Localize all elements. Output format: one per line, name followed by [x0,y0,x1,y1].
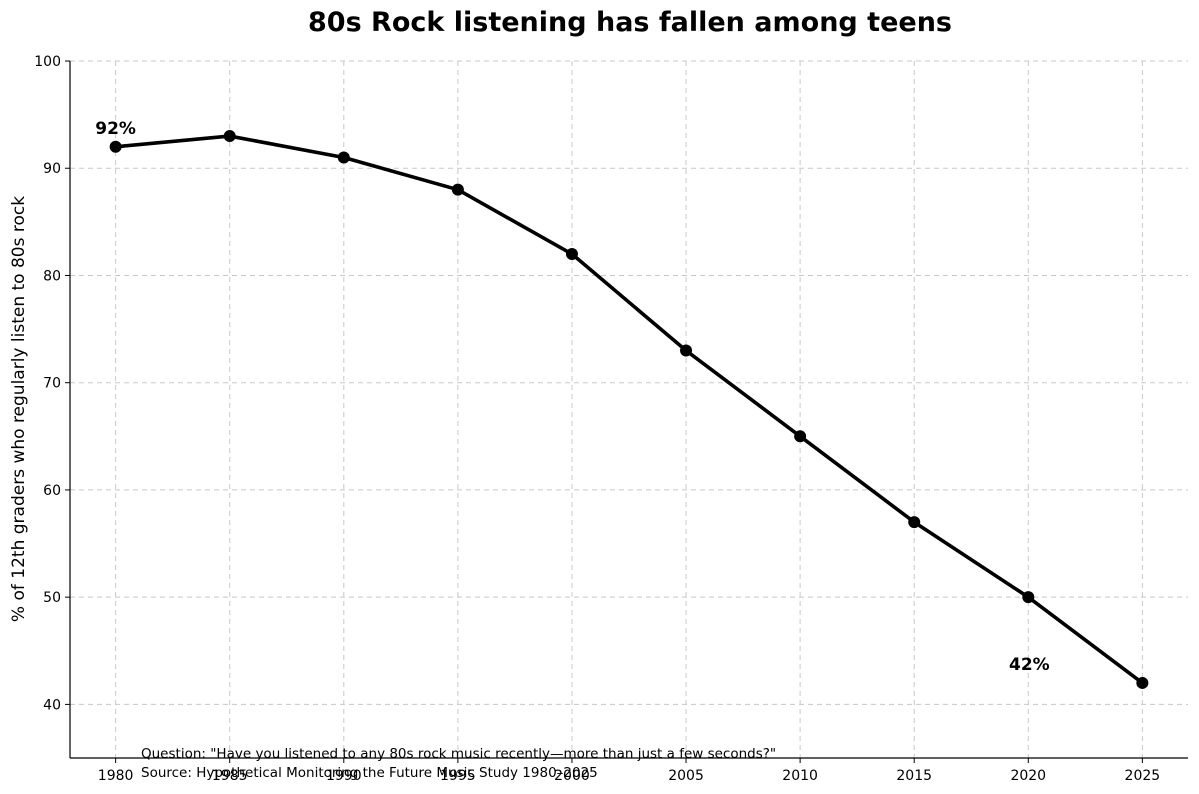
source-note: Source: Hypothetical Monitoring the Futu… [141,765,598,781]
data-series [109,130,1149,689]
data-point-2010 [794,430,807,443]
data-point-2020 [1022,591,1035,604]
y-tick-label-100: 100 [34,54,61,70]
x-tick-label-1980: 1980 [98,768,134,784]
data-point-1980 [109,140,122,153]
y-tick-label-90: 90 [43,161,61,177]
grid-lines [70,60,1188,758]
y-axis-label: % of 12th graders who regularly listen t… [9,196,29,622]
data-point-2005 [680,344,693,357]
x-tick-label-1990: 1990 [326,768,362,784]
data-point-2000 [565,248,578,261]
data-point-1990 [337,151,350,164]
x-tick-label-2015: 2015 [896,768,932,784]
axes [69,61,1188,759]
y-tick-label-80: 80 [43,268,61,284]
x-tick-label-2000: 2000 [554,768,590,784]
tick-labels: 40 50 60 70 80 90 100 1980 1985 1990 1995 2000 2005 2… [34,54,1160,784]
x-tick-label-2010: 2010 [782,768,818,784]
y-tick-label-40: 40 [43,697,61,713]
x-tick-label-1985: 1985 [212,768,248,784]
x-tick-label-2025: 2025 [1125,768,1161,784]
annotation-label-2025: 42% [1009,655,1050,675]
data-point-1985 [223,130,236,143]
data-point-1995 [451,183,464,196]
y-tick-label-50: 50 [43,590,61,606]
y-tick-label-70: 70 [43,376,61,392]
chart-title: 80s Rock listening has fallen among teen… [308,7,952,38]
annotations: 92% 42% [95,119,1049,675]
x-tick-label-1995: 1995 [440,768,476,784]
y-tick-label-60: 60 [43,483,61,499]
data-point-2025 [1136,676,1149,689]
x-tick-label-2020: 2020 [1010,768,1046,784]
series-line-0 [113,134,1145,685]
annotation-label-1980: 92% [95,119,136,139]
x-tick-label-2005: 2005 [668,768,704,784]
data-point-2015 [908,516,921,529]
question-note: Question: "Have you listened to any 80s … [141,746,776,762]
